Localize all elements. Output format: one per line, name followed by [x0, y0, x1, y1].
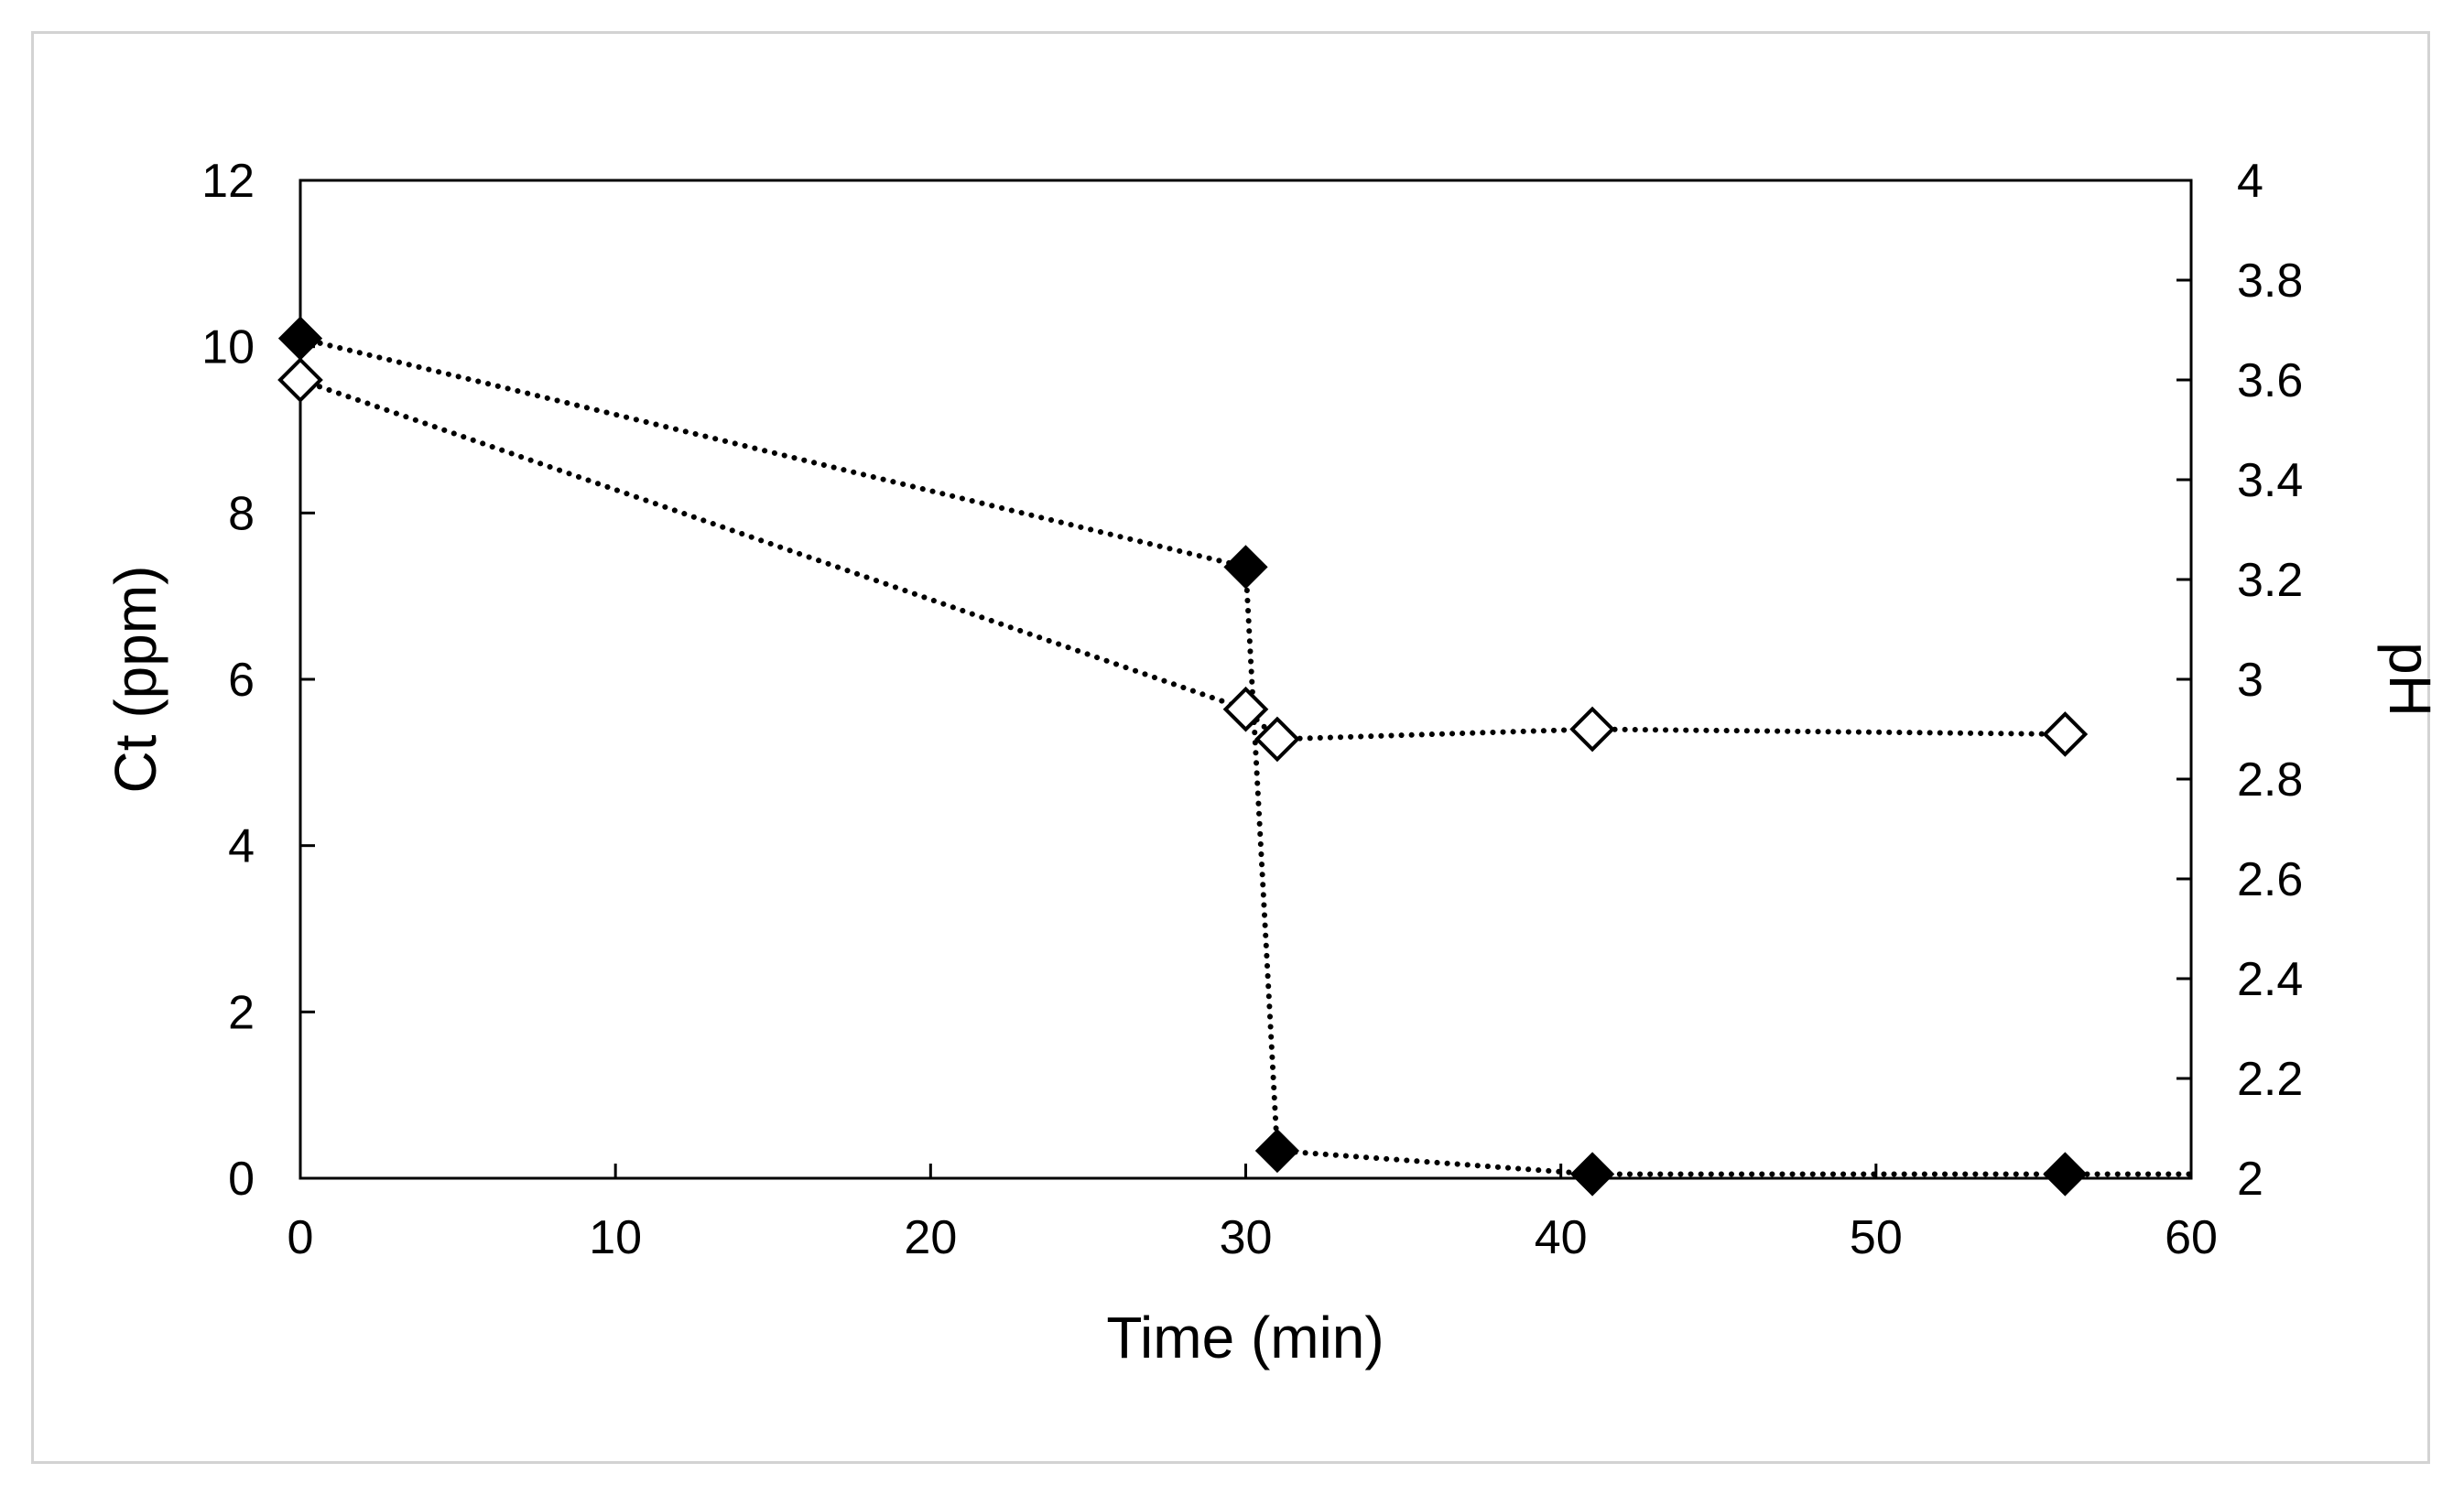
y2-tick-label: 4	[2237, 155, 2263, 208]
series-2-point	[1254, 716, 1300, 763]
x-tick-label: 10	[589, 1211, 642, 1264]
series-1-point	[1223, 545, 1268, 590]
y2-tick-label: 3.8	[2237, 255, 2303, 308]
tick-layer: 0 10 20 30 40 50 60 0 2 4 6 8 10 12 2 2.2 2.4 2.6 2.8 3 3.2 3…	[201, 155, 2303, 1264]
series-2-line	[298, 377, 2068, 742]
series-2-point	[277, 357, 323, 403]
series-2-point	[2042, 711, 2089, 757]
plot-area	[299, 179, 2193, 1180]
series-1-line	[298, 335, 2194, 1177]
x-tick-label: 40	[1535, 1211, 1588, 1264]
y-tick-label: 10	[201, 321, 255, 374]
y-tick-label: 12	[201, 155, 255, 208]
x-tick-label: 60	[2165, 1211, 2218, 1264]
x-tick-label: 0	[288, 1211, 314, 1264]
x-tick-label: 50	[1850, 1211, 1903, 1264]
y-tick-label: 0	[228, 1153, 255, 1206]
series-1-point	[277, 316, 323, 361]
series-1-point	[1254, 1128, 1300, 1174]
x-tick-label: 20	[904, 1211, 957, 1264]
y2-tick-label: 2	[2237, 1153, 2263, 1206]
series-2-point	[1569, 706, 1615, 753]
series-1-point	[1569, 1152, 1615, 1197]
y-tick-label: 6	[228, 654, 255, 707]
chart-frame	[31, 31, 2430, 1464]
series-1-point	[2043, 1152, 2088, 1197]
y2-tick-label: 2.2	[2237, 1053, 2303, 1106]
series-2-point	[1222, 686, 1269, 732]
y-tick-label: 4	[228, 820, 255, 873]
series-layer	[277, 316, 2194, 1197]
y-tick-label: 2	[228, 986, 255, 1039]
y2-tick-label: 2.6	[2237, 853, 2303, 906]
y2-tick-label: 3.4	[2237, 454, 2303, 507]
y2-tick-label: 2.8	[2237, 753, 2303, 807]
y2-axis-title: pH	[2377, 642, 2443, 717]
y2-tick-label: 3	[2237, 654, 2263, 707]
y2-tick-label: 3.6	[2237, 354, 2303, 407]
x-tick-label: 30	[1220, 1211, 1273, 1264]
y2-tick-label: 2.4	[2237, 953, 2303, 1006]
x-axis-title: Time (min)	[1106, 1305, 1384, 1370]
y-axis-title: Ct (ppm)	[103, 566, 168, 794]
y-tick-label: 8	[228, 487, 255, 540]
y2-tick-label: 3.2	[2237, 554, 2303, 607]
